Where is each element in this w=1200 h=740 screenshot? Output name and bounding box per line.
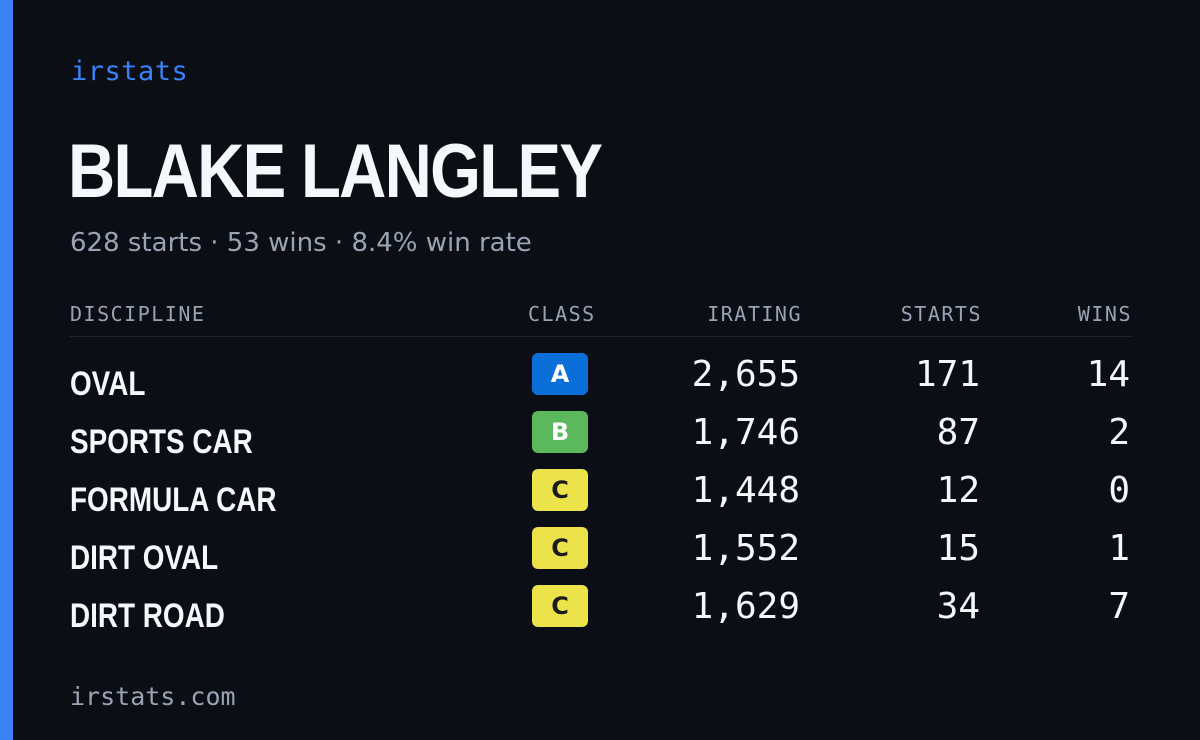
table-header: DISCIPLINE CLASS IRATING STARTS WINS [70, 300, 1132, 337]
brand-logo: irstats [71, 56, 189, 87]
wins-value: 2 [1108, 412, 1130, 453]
header-discipline: DISCIPLINE [70, 302, 206, 326]
wins-value: 1 [1108, 528, 1130, 569]
class-badge: B [532, 411, 588, 453]
driver-summary: 628 starts · 53 wins · 8.4% win rate [70, 228, 532, 258]
header-class: CLASS [528, 302, 596, 326]
starts-value: 12 [936, 470, 980, 511]
stats-table: DISCIPLINE CLASS IRATING STARTS WINS OVA… [70, 300, 1132, 643]
irating-value: 1,448 [691, 470, 800, 511]
class-badge: C [532, 527, 588, 569]
irating-value: 1,552 [691, 528, 800, 569]
header-starts: STARTS [900, 302, 982, 326]
starts-value: 34 [936, 586, 980, 627]
irating-value: 1,629 [691, 586, 800, 627]
class-badge: A [532, 353, 588, 395]
irating-value: 2,655 [691, 354, 800, 395]
discipline-label: SPORTS CAR [70, 423, 253, 461]
table-row: DIRT ROAD C 1,629 34 7 [70, 585, 1132, 643]
discipline-label: DIRT ROAD [70, 597, 225, 635]
starts-value: 87 [936, 412, 980, 453]
footer-url: irstats.com [70, 682, 236, 711]
table-body: OVAL A 2,655 171 14 SPORTS CAR B 1,746 8… [70, 353, 1132, 643]
discipline-label: OVAL [70, 365, 146, 403]
class-badge: C [532, 469, 588, 511]
starts-value: 15 [936, 528, 980, 569]
table-row: SPORTS CAR B 1,746 87 2 [70, 411, 1132, 469]
discipline-label: DIRT OVAL [70, 539, 219, 577]
accent-bar [0, 0, 13, 740]
table-row: FORMULA CAR C 1,448 12 0 [70, 469, 1132, 527]
irating-value: 1,746 [691, 412, 800, 453]
wins-value: 0 [1108, 470, 1130, 511]
header-wins: WINS [1077, 302, 1132, 326]
driver-name: BLAKE LANGLEY [68, 129, 603, 214]
table-row: OVAL A 2,655 171 14 [70, 353, 1132, 411]
header-irating: IRATING [707, 302, 802, 326]
wins-value: 14 [1086, 354, 1130, 395]
starts-value: 171 [914, 354, 980, 395]
wins-value: 7 [1108, 586, 1130, 627]
discipline-label: FORMULA CAR [70, 481, 277, 519]
class-badge: C [532, 585, 588, 627]
table-row: DIRT OVAL C 1,552 15 1 [70, 527, 1132, 585]
